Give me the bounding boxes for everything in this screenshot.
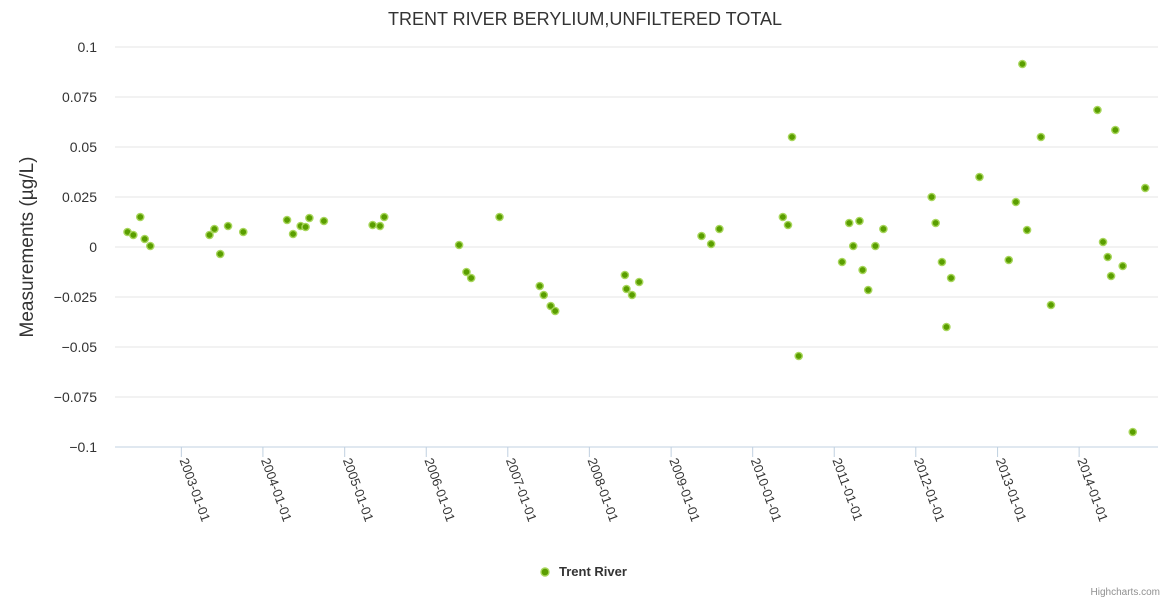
data-point[interactable] <box>937 257 947 267</box>
data-point[interactable] <box>301 222 310 232</box>
x-tick-label: 2006-01-01 <box>421 456 458 524</box>
data-point[interactable] <box>848 241 858 251</box>
data-point[interactable] <box>844 218 854 228</box>
data-point[interactable] <box>697 231 706 241</box>
x-tick-label: 2013-01-01 <box>993 456 1030 524</box>
data-points <box>123 59 1150 437</box>
data-point[interactable] <box>210 224 219 234</box>
data-point[interactable] <box>205 230 214 240</box>
data-point[interactable] <box>946 273 956 283</box>
data-point[interactable] <box>375 221 385 231</box>
x-axis-ticks: 2003-01-01 2004-01-01 2005-01-01 2006-01-01… <box>177 447 1111 524</box>
data-point[interactable] <box>1004 255 1014 265</box>
data-point[interactable] <box>863 285 873 295</box>
data-point[interactable] <box>871 241 880 251</box>
data-point[interactable] <box>783 220 793 230</box>
data-point[interactable] <box>379 212 389 222</box>
y-tick-label: −0.075 <box>54 389 97 405</box>
x-tick-label: 2014-01-01 <box>1074 456 1111 524</box>
data-point[interactable] <box>627 290 637 300</box>
data-point[interactable] <box>305 213 314 223</box>
data-point[interactable] <box>1022 225 1032 235</box>
data-point[interactable] <box>1036 132 1046 142</box>
y-tick-label: 0.1 <box>78 39 98 55</box>
data-point[interactable] <box>462 267 471 277</box>
data-point[interactable] <box>215 249 225 259</box>
data-point[interactable] <box>1098 237 1108 247</box>
data-point[interactable] <box>927 192 936 202</box>
data-point[interactable] <box>140 234 150 244</box>
y-tick-label: −0.025 <box>54 289 97 305</box>
data-point[interactable] <box>223 221 233 231</box>
data-point[interactable] <box>931 218 940 228</box>
data-point[interactable] <box>550 306 560 316</box>
data-point[interactable] <box>1140 183 1150 193</box>
x-tick-label: 2008-01-01 <box>585 456 622 524</box>
data-point[interactable] <box>1103 252 1113 262</box>
y-tick-label: 0.075 <box>62 89 97 105</box>
data-point[interactable] <box>787 132 797 142</box>
data-point[interactable] <box>879 224 888 234</box>
data-point[interactable] <box>129 230 138 240</box>
y-tick-label: 0 <box>89 239 97 255</box>
data-point[interactable] <box>1093 105 1102 115</box>
x-tick-label: 2005-01-01 <box>340 456 377 524</box>
y-axis-label: Measurements (µg/L) <box>17 157 38 338</box>
y-tick-label: −0.05 <box>62 339 98 355</box>
data-point[interactable] <box>634 277 644 287</box>
data-point[interactable] <box>535 281 545 291</box>
data-point[interactable] <box>282 215 292 225</box>
data-point[interactable] <box>794 351 804 361</box>
data-point[interactable] <box>1118 261 1127 271</box>
data-point[interactable] <box>135 212 145 222</box>
data-point[interactable] <box>1046 300 1056 310</box>
y-axis-ticks: 0.1 0.075 0.05 0.025 0 −0.025 −0.05 −0.075 −0.1 <box>54 39 97 455</box>
data-point[interactable] <box>706 239 716 249</box>
data-point[interactable] <box>1011 197 1021 207</box>
x-tick-label: 2012-01-01 <box>911 456 948 524</box>
data-point[interactable] <box>454 240 464 250</box>
data-point[interactable] <box>778 212 788 222</box>
legend-marker-trent-river <box>540 567 550 577</box>
data-point[interactable] <box>837 257 847 267</box>
data-point[interactable] <box>368 220 377 230</box>
chart-title: TRENT RIVER BERYLIUM,UNFILTERED TOTAL <box>388 9 782 29</box>
x-tick-label: 2010-01-01 <box>748 456 785 524</box>
x-tick-label: 2003-01-01 <box>177 456 214 524</box>
x-tick-label: 2011-01-01 <box>829 456 866 523</box>
data-point[interactable] <box>466 273 476 283</box>
data-point[interactable] <box>238 227 248 237</box>
data-point[interactable] <box>1018 59 1027 69</box>
y-tick-label: 0.05 <box>70 139 97 155</box>
data-point[interactable] <box>942 322 951 332</box>
data-point[interactable] <box>622 284 631 294</box>
x-tick-label: 2004-01-01 <box>258 456 295 524</box>
x-tick-label: 2009-01-01 <box>666 456 703 524</box>
data-point[interactable] <box>620 270 630 280</box>
legend-label-trent-river[interactable]: Trent River <box>559 564 627 579</box>
y-tick-label: 0.025 <box>62 189 97 205</box>
data-point[interactable] <box>715 224 724 234</box>
data-point[interactable] <box>539 290 549 300</box>
data-point[interactable] <box>1111 125 1120 135</box>
credits-link[interactable]: Highcharts.com <box>1091 587 1160 598</box>
data-point[interactable] <box>495 212 504 222</box>
data-point[interactable] <box>858 265 867 275</box>
y-tick-label: −0.1 <box>69 439 97 455</box>
legend[interactable]: Trent River <box>540 564 627 579</box>
data-point[interactable] <box>855 216 864 226</box>
data-point[interactable] <box>319 216 329 226</box>
gridlines <box>115 46 1158 398</box>
data-point[interactable] <box>146 241 155 251</box>
data-point[interactable] <box>975 172 984 182</box>
data-point[interactable] <box>1106 271 1116 281</box>
x-tick-label: 2007-01-01 <box>503 456 540 524</box>
data-point[interactable] <box>1128 427 1138 437</box>
data-point[interactable] <box>288 229 298 239</box>
